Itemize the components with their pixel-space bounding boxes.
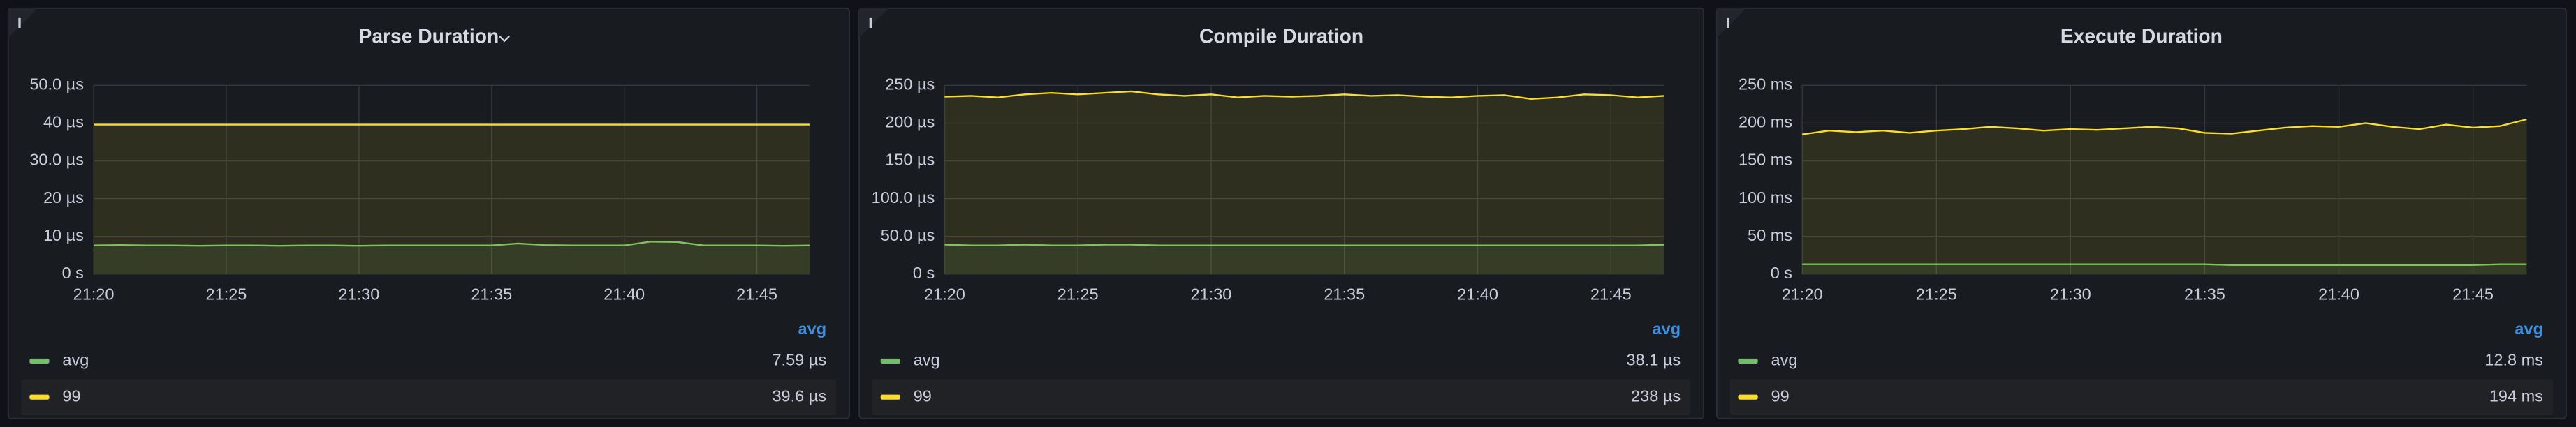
x-tick-label: 21:20: [73, 285, 115, 304]
panel-bg: [1715, 7, 2567, 419]
legend-header[interactable]: avg: [798, 320, 827, 338]
y-tick-label: 50.0 µs: [881, 226, 935, 244]
panel-title: Parse Duration: [359, 25, 499, 47]
x-tick-label: 21:20: [924, 285, 965, 304]
legend-name[interactable]: avg: [914, 351, 940, 369]
legend-row-bg: [1729, 379, 2554, 416]
legend-row-bg: [21, 379, 837, 416]
panel: Parse Duration 0 s 10 µs 20 µs 30.0 µs 40 µs 5…: [7, 7, 850, 419]
legend-swatch[interactable]: [1738, 358, 1758, 364]
panel-bg: [858, 7, 1705, 419]
x-tick-label: 21:25: [1916, 285, 1957, 304]
panel-title: Execute Duration: [2061, 25, 2223, 47]
panel-bg: [7, 7, 850, 419]
y-tick-label: 40 µs: [43, 113, 84, 131]
y-tick-label: 0 s: [1771, 264, 1792, 282]
legend-header[interactable]: avg: [2515, 320, 2543, 338]
legend-row-bg: [872, 379, 1691, 416]
x-tick-label: 21:25: [1058, 285, 1099, 304]
x-tick-label: 21:40: [603, 285, 645, 304]
x-tick-label: 21:30: [338, 285, 379, 304]
area-fill: [1802, 119, 2527, 274]
legend-swatch[interactable]: [880, 394, 900, 400]
legend-name[interactable]: 99: [62, 387, 80, 405]
x-tick-label: 21:30: [1191, 285, 1232, 304]
legend-swatch[interactable]: [29, 394, 50, 400]
area-fill: [944, 91, 1664, 274]
info-corner[interactable]: [1716, 8, 1747, 38]
legend-swatch[interactable]: [29, 358, 50, 364]
series-line: [94, 241, 810, 247]
y-tick-label: 10 µs: [43, 226, 84, 244]
legend-name[interactable]: avg: [1771, 351, 1798, 369]
area-fill: [94, 124, 810, 274]
y-tick-label: 20 µs: [43, 188, 84, 207]
panel-title: Compile Duration: [1199, 25, 1363, 47]
panel: Compile Duration 0 s 50.0 µs 100.0 µs 150 µs…: [858, 7, 1705, 419]
y-tick-label: 100 ms: [1739, 188, 1792, 207]
info-icon[interactable]: [1727, 17, 1729, 28]
legend-stat: 39.6 µs: [772, 387, 826, 405]
area-fill: [1802, 264, 2527, 274]
series-line: [944, 244, 1664, 246]
x-tick-label: 21:45: [1590, 285, 1632, 304]
y-tick-label: 250 µs: [885, 75, 935, 93]
x-tick-label: 21:40: [1457, 285, 1498, 304]
y-tick-label: 30.0 µs: [29, 151, 84, 169]
y-tick-label: 50.0 µs: [29, 75, 84, 93]
legend-stat: 194 ms: [2489, 387, 2543, 405]
legend-header[interactable]: avg: [1653, 320, 1681, 338]
panel: Execute Duration 0 s 50 ms 100 ms 150 ms 200 …: [1715, 7, 2567, 419]
y-tick-label: 100.0 µs: [872, 188, 935, 207]
legend-stat: 12.8 ms: [2484, 351, 2543, 369]
x-tick-label: 21:20: [1782, 285, 1823, 304]
x-tick-label: 21:45: [2452, 285, 2494, 304]
area-fill: [944, 244, 1664, 274]
x-tick-label: 21:35: [2184, 285, 2225, 304]
y-tick-label: 50 ms: [1748, 226, 1792, 244]
title-dropdown[interactable]: [499, 35, 510, 43]
y-tick-label: 200 ms: [1739, 113, 1792, 131]
legend-stat: 38.1 µs: [1627, 351, 1681, 369]
series-line: [1802, 118, 2527, 135]
legend-stat: 238 µs: [1631, 387, 1681, 405]
legend-name[interactable]: avg: [62, 351, 89, 369]
series-line: [944, 90, 1664, 100]
legend-name[interactable]: 99: [1771, 387, 1790, 405]
y-tick-label: 0 s: [62, 264, 84, 282]
x-tick-label: 21:25: [206, 285, 247, 304]
x-tick-label: 21:35: [1324, 285, 1365, 304]
info-icon[interactable]: [18, 17, 21, 28]
x-tick-label: 21:30: [2050, 285, 2091, 304]
y-tick-label: 150 µs: [885, 151, 935, 169]
x-tick-label: 21:35: [471, 285, 512, 304]
info-icon[interactable]: [869, 17, 872, 28]
y-tick-label: 200 µs: [885, 113, 935, 131]
y-tick-label: 0 s: [913, 264, 935, 282]
x-tick-label: 21:40: [2318, 285, 2359, 304]
y-tick-label: 250 ms: [1739, 75, 1792, 93]
y-tick-label: 150 ms: [1739, 151, 1792, 169]
area-fill: [94, 241, 810, 274]
legend-swatch[interactable]: [880, 358, 900, 364]
series-line: [1802, 263, 2527, 266]
legend-swatch[interactable]: [1738, 394, 1758, 400]
legend-name[interactable]: 99: [914, 387, 932, 405]
x-tick-label: 21:45: [736, 285, 777, 304]
legend-stat: 7.59 µs: [772, 351, 826, 369]
